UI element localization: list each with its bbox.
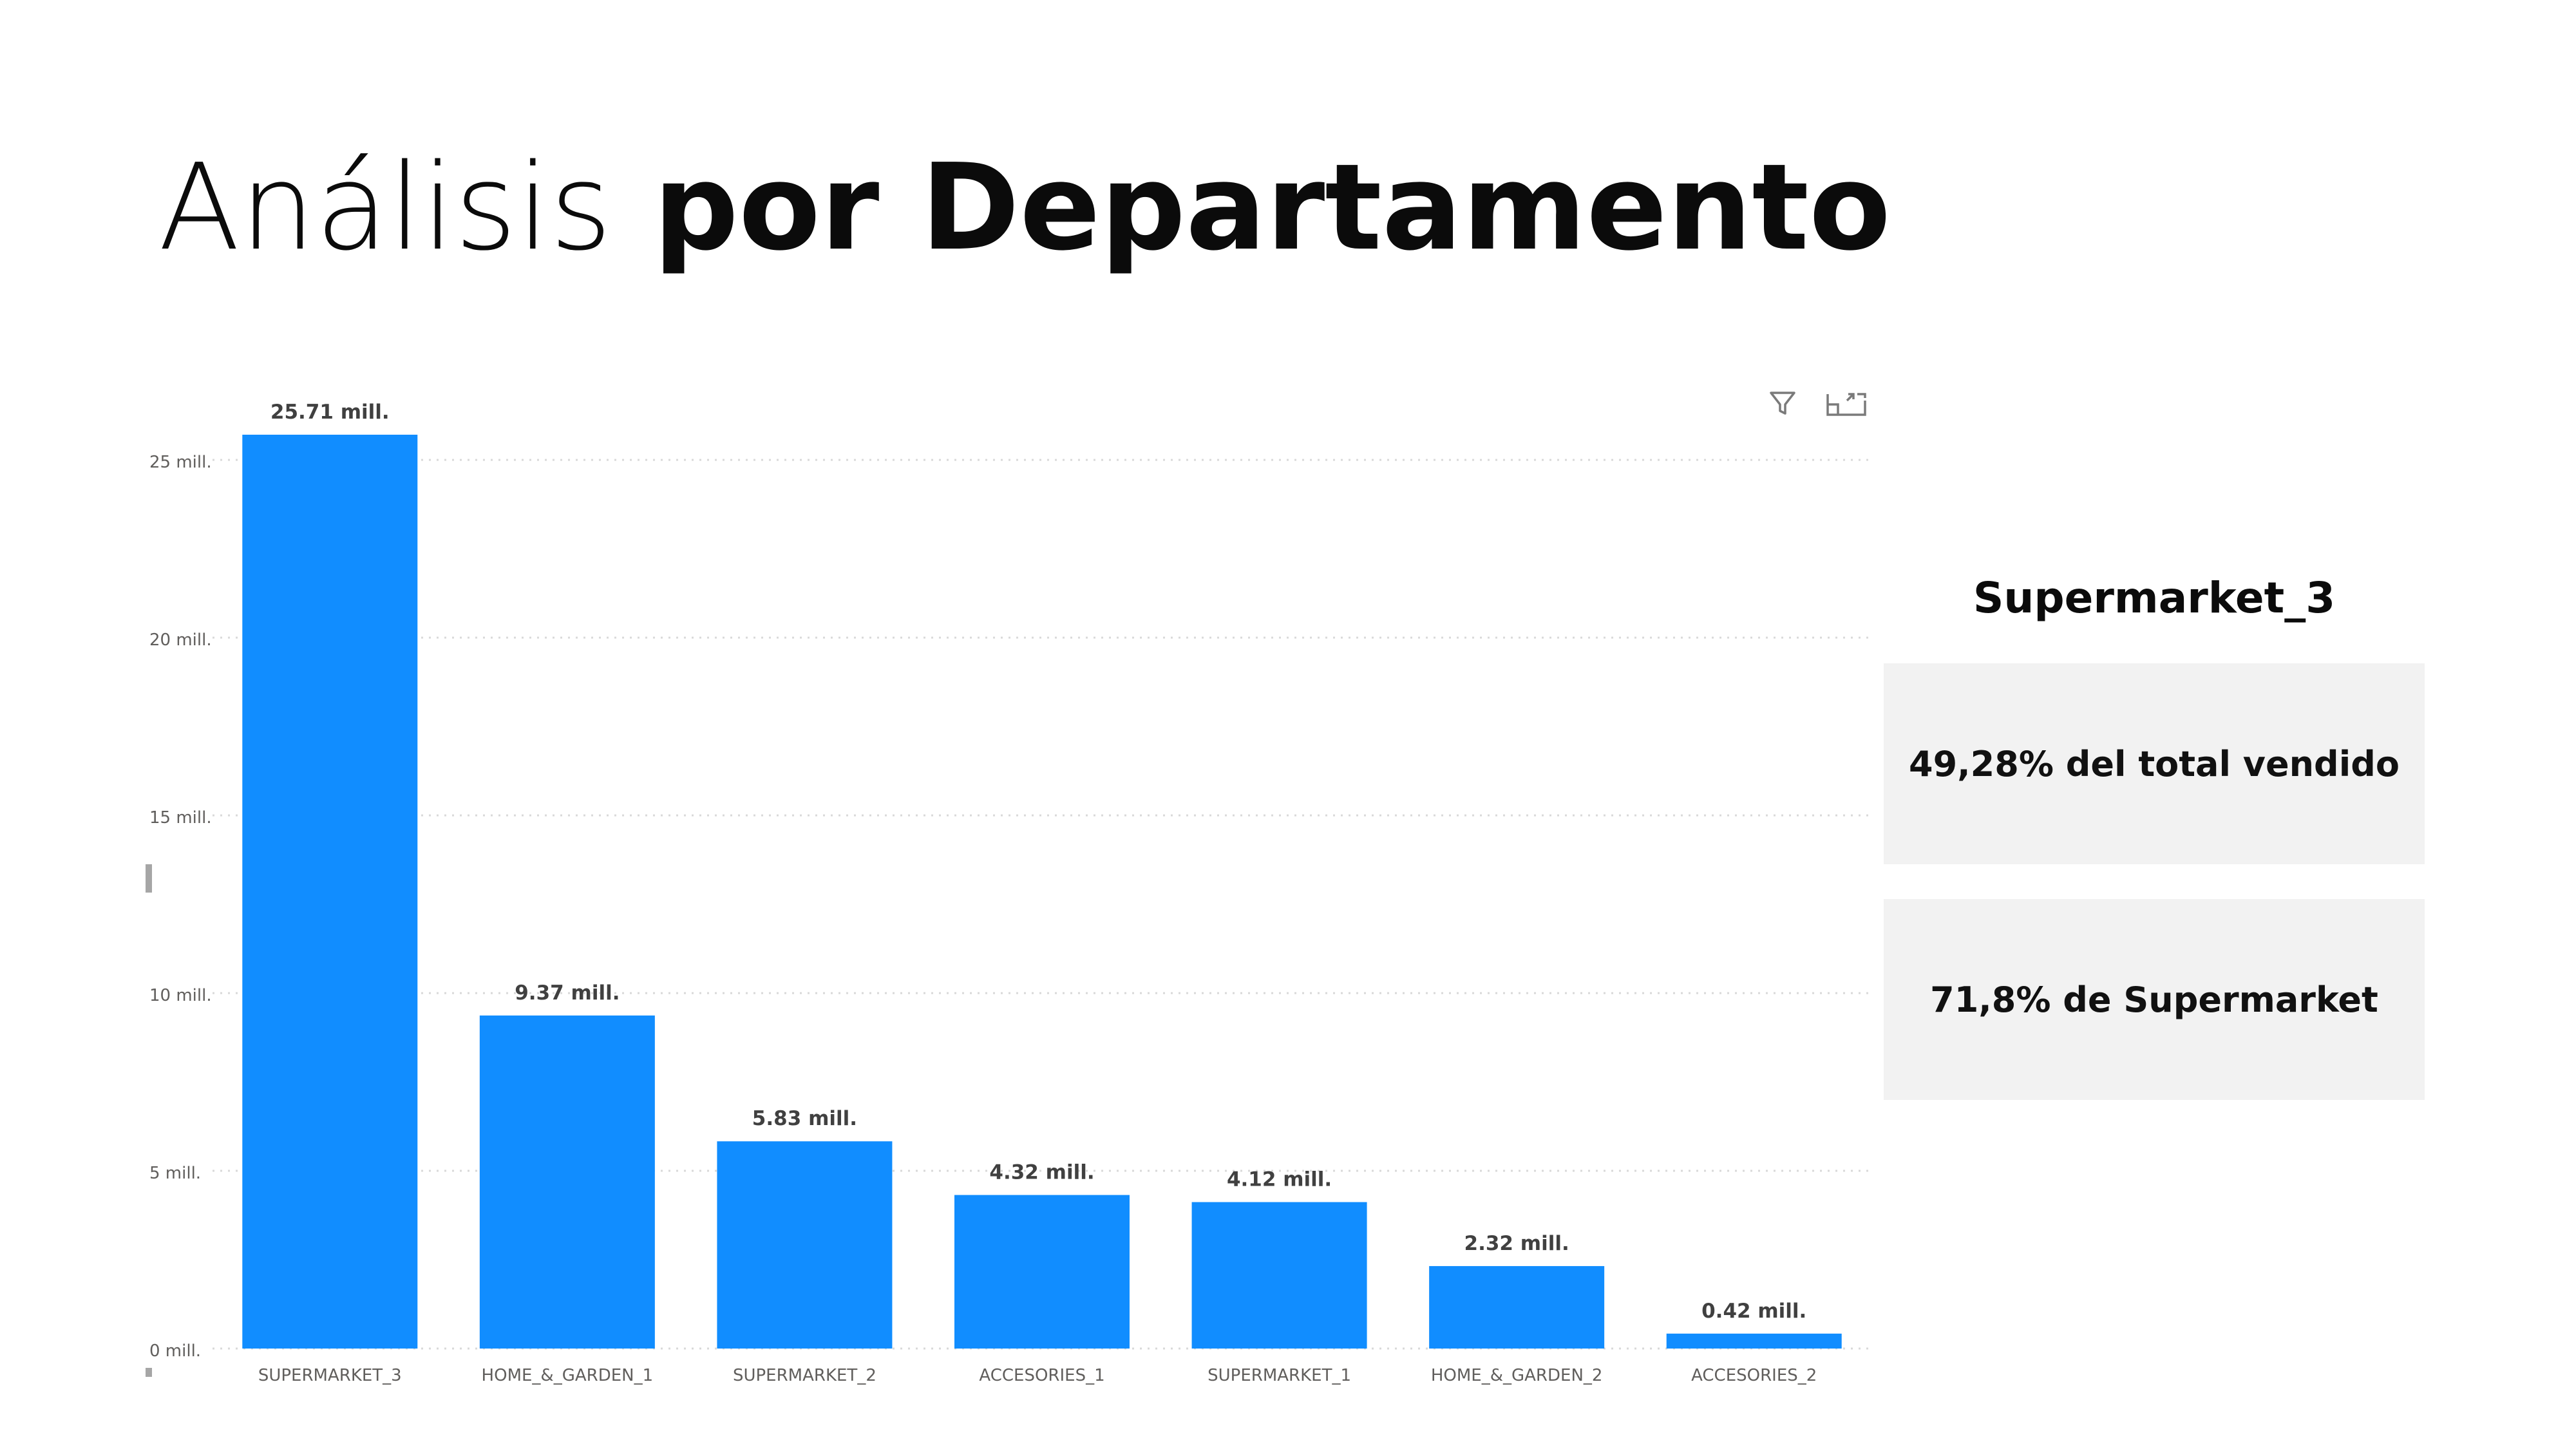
data-label: 25.71 mill. xyxy=(270,401,390,424)
y-tick-label: 0 mill. xyxy=(149,1341,201,1361)
bar[interactable] xyxy=(717,1141,893,1349)
x-tick-label: HOME_&_GARDEN_2 xyxy=(1431,1366,1603,1385)
bar[interactable] xyxy=(1666,1333,1842,1349)
data-label: 4.12 mill. xyxy=(1227,1168,1332,1191)
x-tick-label: SUPERMARKET_1 xyxy=(1208,1366,1351,1385)
x-tick-label: SUPERMARKET_3 xyxy=(258,1366,402,1385)
share-of-total-text: 49,28% del total vendido xyxy=(1909,743,2400,784)
bar[interactable] xyxy=(1429,1265,1605,1349)
x-tick-label: ACCESORIES_2 xyxy=(1691,1366,1817,1385)
data-label: 5.83 mill. xyxy=(752,1107,857,1130)
data-label: 2.32 mill. xyxy=(1464,1232,1569,1255)
x-tick-label: SUPERMARKET_2 xyxy=(733,1366,876,1385)
share-of-total-card: 49,28% del total vendido xyxy=(1884,663,2425,864)
data-label: 9.37 mill. xyxy=(515,981,620,1005)
y-tick-label: 5 mill. xyxy=(149,1164,201,1183)
resize-handle[interactable] xyxy=(146,864,152,893)
focus-mode-icon[interactable] xyxy=(1824,385,1869,421)
y-tick-label: 25 mill. xyxy=(149,453,212,472)
bar[interactable] xyxy=(479,1015,655,1349)
selected-department-heading: Supermarket_3 xyxy=(1973,573,2336,623)
bar[interactable] xyxy=(1191,1202,1367,1349)
bar[interactable] xyxy=(242,435,418,1349)
chart-labels: 25.71 mill. SUPERMARKET_3 9.37 mill. HOME_&… xyxy=(258,401,1817,1385)
title-part-light: Análisis xyxy=(158,138,612,277)
data-label: 0.42 mill. xyxy=(1701,1300,1806,1323)
title-part-bold: por Departamento xyxy=(653,138,1891,277)
x-tick-label: ACCESORIES_1 xyxy=(979,1366,1104,1385)
page-title: Análisis por Departamento xyxy=(158,148,1891,267)
share-of-supermarket-text: 71,8% de Supermarket xyxy=(1930,979,2378,1020)
y-tick-label: 10 mill. xyxy=(149,986,212,1005)
x-tick-label: HOME_&_GARDEN_1 xyxy=(482,1366,654,1385)
y-tick-label: 15 mill. xyxy=(149,808,212,828)
resize-handle[interactable] xyxy=(146,1368,152,1377)
share-of-supermarket-card: 71,8% de Supermarket xyxy=(1884,899,2425,1100)
bar[interactable] xyxy=(954,1195,1130,1349)
data-label: 4.32 mill. xyxy=(989,1161,1094,1184)
filter-icon[interactable] xyxy=(1765,385,1801,421)
y-tick-label: 20 mill. xyxy=(149,630,212,650)
chart-bars xyxy=(242,435,1842,1349)
